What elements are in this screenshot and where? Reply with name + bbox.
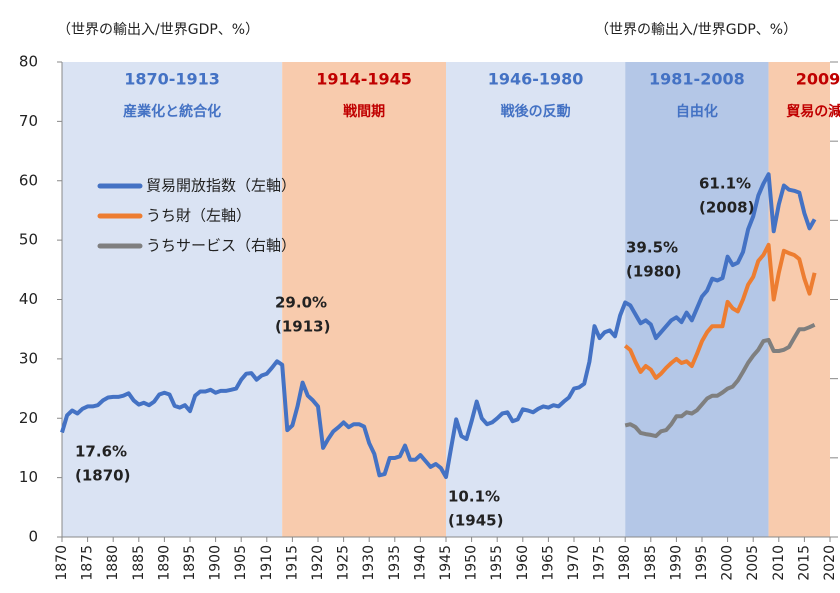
annotation-year: (1980) <box>626 263 681 281</box>
y-axis-label: （世界の輸出入/世界GDP、%） <box>57 22 259 38</box>
period-sublabel: 戦間期 <box>343 103 385 120</box>
period-band <box>625 62 769 537</box>
x-tick-label: 1870 <box>54 545 70 581</box>
series-line <box>60 172 817 479</box>
y-tick-label: 80 <box>19 53 38 71</box>
y-tick-label: 10 <box>19 468 38 486</box>
y-tick-label: 0 <box>28 528 38 546</box>
x-tick-label: 1980 <box>617 545 633 581</box>
y-tick-label: 30 <box>19 349 38 367</box>
x-tick-label: 1890 <box>156 545 172 581</box>
x-tick-label: 1970 <box>566 545 582 581</box>
x-tick-label: 2000 <box>720 545 736 581</box>
x-tick-label: 1900 <box>208 545 224 581</box>
period-label: 2009- <box>796 70 840 89</box>
x-tick-label: 1915 <box>284 545 300 581</box>
period-band <box>62 62 283 537</box>
x-tick-label: 1875 <box>80 545 96 581</box>
y-tick-label: 50 <box>19 231 38 249</box>
x-tick-label: 2020 <box>822 545 838 581</box>
x-tick-label: 1935 <box>387 545 403 581</box>
legend-label: うち財（左軸） <box>146 207 251 225</box>
annotation-year: (1870) <box>75 467 130 485</box>
period-band <box>768 62 830 537</box>
period-sublabel: 産業化と統合化 <box>123 103 221 120</box>
x-tick-label: 1975 <box>592 545 608 581</box>
annotation: 39.5% <box>626 239 678 257</box>
x-tick-label: 1925 <box>336 545 352 581</box>
x-tick-label: 1885 <box>131 545 147 581</box>
x-tick-label: 2015 <box>796 545 812 581</box>
series-line <box>623 242 817 380</box>
x-tick-label: 1920 <box>310 545 326 581</box>
period-sublabel: 戦後の反動 <box>501 103 571 120</box>
period-label: 1946-1980 <box>488 70 584 89</box>
annotation-year: (1945) <box>448 512 503 530</box>
x-tick-label: 1895 <box>182 545 198 581</box>
period-sublabel: 自由化 <box>676 103 718 120</box>
x-tick-label: 1960 <box>515 545 531 581</box>
annotation: 61.1% <box>699 175 751 193</box>
x-tick-label: 1990 <box>668 545 684 581</box>
y-tick-label: 40 <box>19 290 38 308</box>
x-tick-label: 1930 <box>361 545 377 581</box>
x-tick-label: 1910 <box>259 545 275 581</box>
y-tick-label: 60 <box>19 171 38 189</box>
series-line <box>624 322 816 439</box>
x-tick-label: 1950 <box>464 545 480 581</box>
period-label: 1870-1913 <box>124 70 220 89</box>
x-tick-label: 1940 <box>412 545 428 581</box>
annotation-year: (2008) <box>699 199 754 217</box>
annotation: 17.6% <box>75 443 127 461</box>
annotation: 10.1% <box>448 488 500 506</box>
period-sublabel: 貿易の減速 <box>786 103 840 120</box>
x-tick-label: 2010 <box>771 545 787 581</box>
x-tick-label: 1945 <box>438 545 454 581</box>
y2-axis-label: （世界の輸出入/世界GDP、%） <box>595 22 797 38</box>
x-tick-label: 1955 <box>489 545 505 581</box>
annotation-year: (1913) <box>275 318 330 336</box>
annotation: 29.0% <box>275 294 327 312</box>
x-tick-label: 1880 <box>105 545 121 581</box>
period-band <box>446 62 626 537</box>
y-tick-label: 70 <box>19 112 38 130</box>
y-tick-label: 20 <box>19 409 38 427</box>
x-tick-label: 2005 <box>745 545 761 581</box>
legend-label: うちサービス（右軸） <box>146 237 296 255</box>
legend-label: 貿易開放指数（左軸） <box>146 177 296 195</box>
x-tick-label: 1995 <box>694 545 710 581</box>
period-label: 1914-1945 <box>316 70 412 89</box>
x-tick-label: 1965 <box>540 545 556 581</box>
x-tick-label: 1905 <box>233 545 249 581</box>
period-label: 1981-2008 <box>649 70 745 89</box>
x-tick-label: 1985 <box>643 545 659 581</box>
